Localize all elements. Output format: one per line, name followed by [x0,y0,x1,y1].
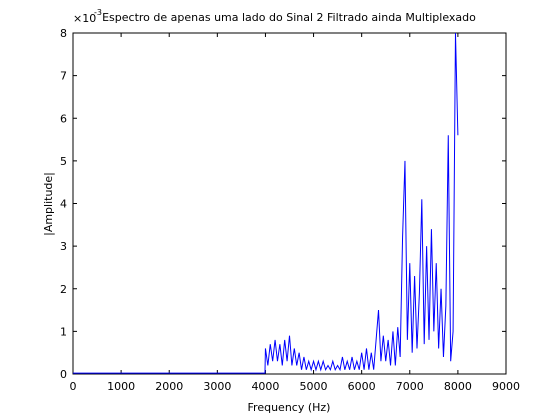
x-axis-label: Frequency (Hz) [248,401,331,414]
y-tick-label: 4 [60,198,67,211]
y-multiplier-exponent: -3 [94,8,102,17]
x-tick-label: 2000 [155,380,183,393]
y-tick-label: 0 [60,368,67,381]
y-multiplier: ×10 [73,12,96,25]
y-axis-label: |Amplitude| [42,172,55,236]
x-tick-label: 5000 [300,380,328,393]
x-tick-label: 9000 [492,380,520,393]
x-tick-label: 1000 [107,380,135,393]
plot-box [72,32,507,375]
x-tick-label: 7000 [396,380,424,393]
y-tick-label: 2 [60,283,67,296]
x-tick-label: 4000 [251,380,279,393]
x-tick-label: 3000 [203,380,231,393]
y-tick-label: 1 [60,325,67,338]
y-tick-label: 5 [60,155,67,168]
x-tick-label: 6000 [348,380,376,393]
x-tick-label: 8000 [444,380,472,393]
chart-title: Espectro de apenas uma lado do Sinal 2 F… [102,11,476,24]
y-tick-label: 3 [60,240,67,253]
y-tick-label: 8 [60,27,67,40]
y-tick-label: 7 [60,70,67,83]
y-tick-label: 6 [60,112,67,125]
x-tick-label: 0 [70,380,77,393]
series-line [73,32,459,374]
